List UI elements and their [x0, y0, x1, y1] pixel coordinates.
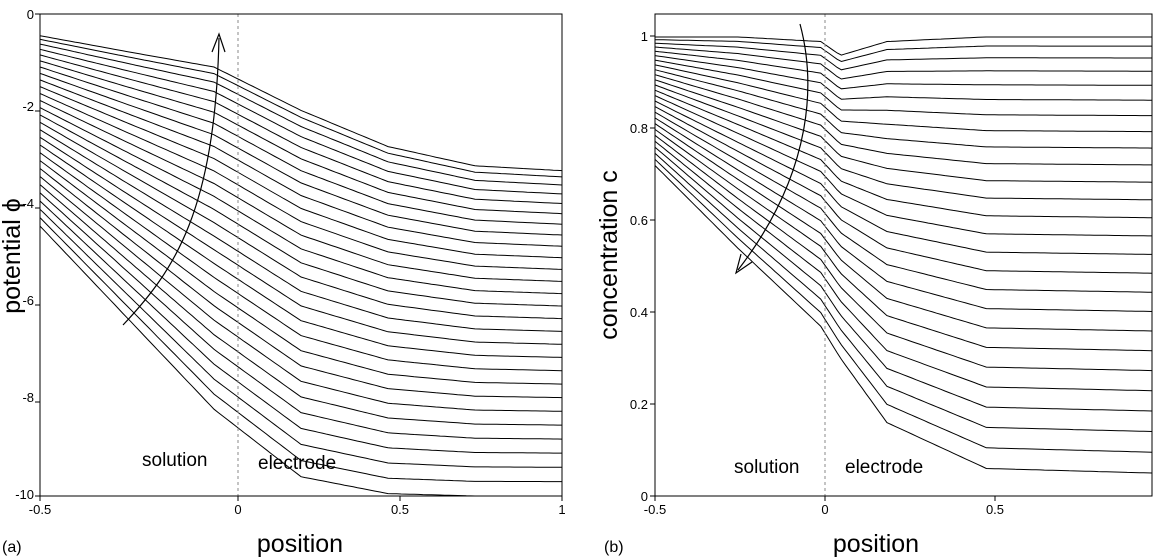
trend-arrow-a: [122, 37, 220, 326]
series-line: [39, 160, 563, 385]
x-axis-title-b: position: [833, 530, 919, 558]
series-line: [654, 106, 1153, 274]
concentration-curves: [654, 36, 1153, 474]
series-line: [654, 50, 1152, 90]
series-line: [39, 208, 562, 468]
y-tick-label: -4: [22, 196, 34, 211]
y-tick-label: 0.8: [630, 121, 648, 136]
series-line: [39, 192, 563, 440]
plot-frame-a: [39, 13, 563, 497]
series-line: [654, 100, 1152, 255]
y-axis-title-a: potential ϕ: [0, 198, 26, 313]
y-tick-label: -6: [22, 293, 34, 308]
y-tick-label: -2: [22, 99, 34, 114]
series-line: [654, 123, 1153, 332]
panel-b: -0.5 0 0.5 0 0.2 0.4 0.6 0.8 1 position …: [595, 13, 1153, 558]
y-tick-label: 0.4: [630, 305, 648, 320]
series-line: [655, 39, 1152, 63]
trend-arrowhead-a: [211, 32, 226, 53]
y-tick-label: -8: [22, 390, 34, 405]
series-line: [39, 54, 563, 204]
y-tick-label: 0: [27, 7, 34, 22]
series-line: [39, 60, 563, 215]
y-tick-label: -10: [15, 487, 34, 502]
trend-arrow-b: [737, 23, 809, 271]
series-line: [39, 93, 563, 270]
solution-label-a: solution: [142, 450, 208, 471]
panel-label-a: (a): [2, 539, 22, 556]
series-line: [654, 42, 1152, 71]
potential-curves: [39, 35, 563, 497]
series-line: [39, 144, 563, 358]
series-line: [39, 66, 563, 225]
solution-label-b: solution: [734, 457, 800, 478]
series-line: [654, 111, 1152, 293]
electrode-label-a: electrode: [258, 453, 336, 474]
x-tick-label: 1: [558, 502, 565, 517]
series-line: [39, 43, 563, 186]
series-line: [39, 107, 563, 295]
y-axis-title-b: concentration c: [595, 170, 623, 340]
y-tick-label: 0.6: [630, 213, 648, 228]
x-tick-label: 0: [234, 502, 241, 517]
y-tick-label: 0.2: [630, 397, 648, 412]
series-line: [654, 64, 1152, 133]
series-line: [654, 55, 1152, 101]
series-line: [39, 176, 563, 412]
series-line: [39, 217, 562, 483]
series-line: [654, 117, 1153, 312]
series-line: [654, 79, 1153, 183]
panel-label-b: (b): [604, 539, 624, 556]
y-tick-label: 1: [641, 29, 648, 44]
ticks-a: [35, 13, 563, 501]
series-line: [654, 158, 1153, 453]
series-line: [654, 59, 1152, 117]
x-axis-title-a: position: [257, 530, 343, 558]
series-line: [654, 152, 1153, 432]
plot-frame-b: [654, 13, 1153, 497]
series-line: [654, 89, 1152, 219]
x-tick-label: 0.5: [986, 502, 1004, 517]
series-line: [654, 84, 1153, 201]
series-line: [39, 184, 562, 426]
series-line: [39, 72, 563, 236]
series-line: [654, 46, 1152, 80]
series-line: [39, 86, 563, 259]
series-line: [39, 100, 563, 282]
trend-arrowhead-b: [735, 253, 753, 275]
x-tick-label: -0.5: [29, 502, 51, 517]
electrode-label-b: electrode: [845, 457, 923, 478]
series-line: [39, 35, 563, 172]
series-line: [39, 200, 562, 454]
y-tick-label: 0: [641, 489, 648, 504]
series-line: [39, 121, 563, 320]
series-line: [39, 136, 563, 345]
series-line: [655, 36, 1152, 56]
series-line: [654, 95, 1152, 237]
x-tick-label: 0.5: [391, 502, 409, 517]
series-line: [39, 152, 563, 372]
series-line: [654, 128, 1153, 352]
series-line: [39, 48, 563, 195]
series-line: [39, 114, 563, 307]
series-line: [654, 165, 1153, 474]
ticks-b: [650, 35, 996, 501]
series-line: [39, 168, 563, 399]
panel-a: -0.5 0 0.5 1 0 -2 -4 -6 -8 -10 position …: [0, 7, 566, 558]
series-line: [39, 38, 563, 178]
series-line: [39, 79, 563, 247]
series-line: [654, 140, 1153, 392]
x-tick-label: -0.5: [644, 502, 666, 517]
series-line: [654, 134, 1153, 372]
series-line: [654, 146, 1153, 412]
series-line: [654, 74, 1152, 166]
series-line: [654, 69, 1153, 149]
series-line: [39, 129, 563, 332]
x-tick-label: 0: [821, 502, 828, 517]
